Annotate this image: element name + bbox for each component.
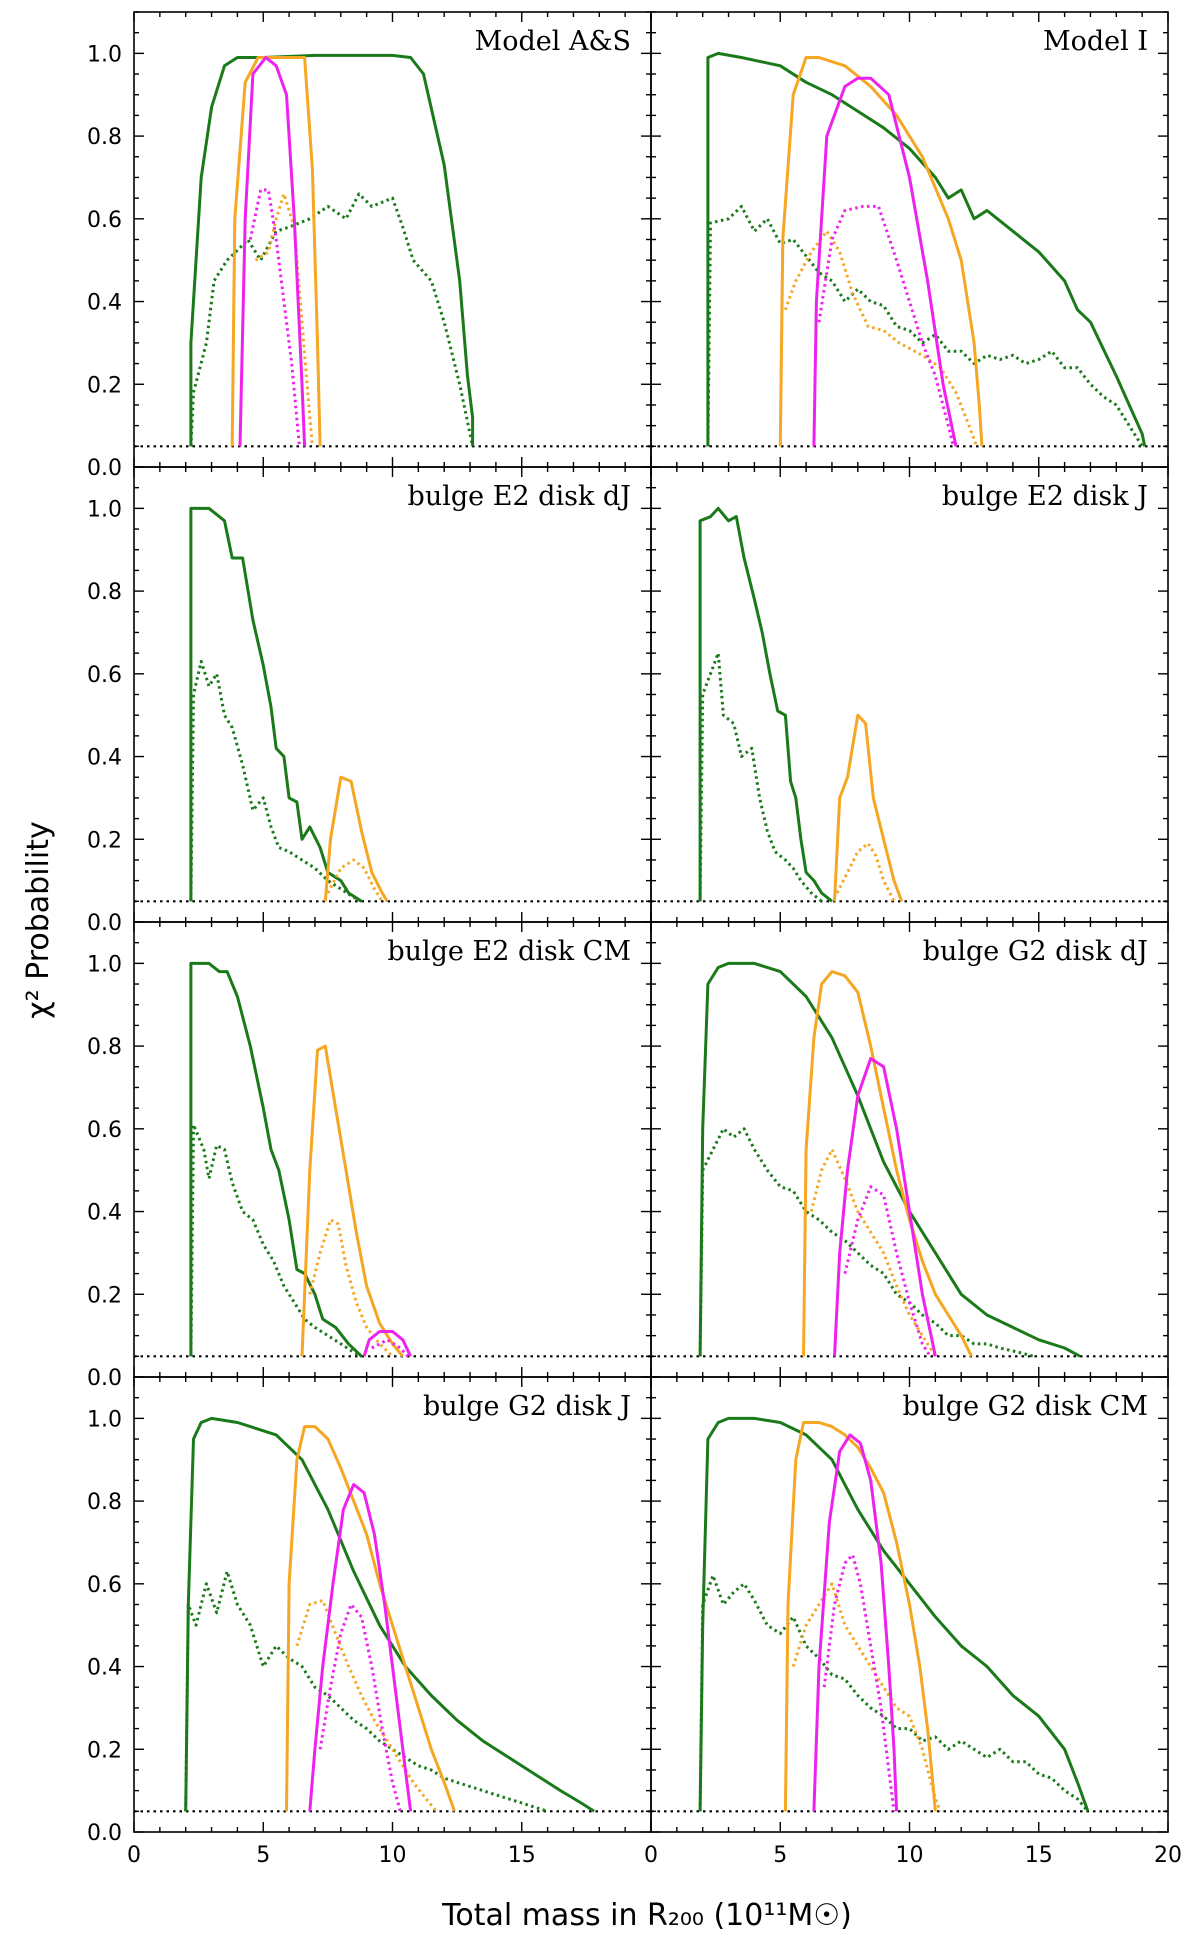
x-tick-label: 15 bbox=[508, 1843, 536, 1868]
x-axis-label: Total mass in R₂₀₀ (10¹¹M☉) bbox=[441, 1898, 852, 1933]
series-green-dotted bbox=[184, 1569, 549, 1813]
y-tick-label: 0.0 bbox=[87, 1821, 122, 1846]
panel-4: bulge E2 disk J bbox=[650, 466, 1169, 923]
series-magenta-dotted bbox=[817, 204, 955, 447]
panel-frame bbox=[133, 466, 652, 923]
series-green-dotted bbox=[189, 192, 475, 447]
series-magenta-dotted bbox=[371, 1338, 410, 1358]
panel-5: 0.0 0.2 0.4 0.6 0.8 1.0 bulge E2 disk CM bbox=[87, 921, 652, 1391]
x-tick-label: 0 bbox=[644, 1843, 658, 1868]
panel-title: bulge G2 disk J bbox=[423, 1391, 631, 1422]
series-orange-solid bbox=[802, 970, 973, 1357]
y-tick-label: 0.8 bbox=[87, 1490, 122, 1515]
panel-frame bbox=[650, 11, 1169, 468]
series-orange-solid bbox=[778, 56, 984, 447]
y-tick-label: 0.6 bbox=[87, 208, 122, 233]
y-tick-label: 0.0 bbox=[87, 911, 122, 936]
series-orange-dotted bbox=[791, 1582, 942, 1812]
y-tick-label: 0.6 bbox=[87, 1573, 122, 1598]
series-green-solid bbox=[184, 1416, 595, 1813]
series-magenta-solid bbox=[362, 1330, 412, 1357]
series-green-solid bbox=[698, 506, 833, 903]
series-magenta-solid bbox=[812, 76, 958, 447]
y-tick-label: 0.0 bbox=[87, 456, 122, 481]
series-magenta-solid bbox=[833, 1057, 937, 1357]
x-tick-label: 0 bbox=[127, 1843, 141, 1868]
y-tick-label: 0.2 bbox=[87, 1283, 122, 1308]
y-tick-label: 0.8 bbox=[87, 1035, 122, 1060]
y-tick-label: 0.8 bbox=[87, 580, 122, 605]
x-tick-label: 20 bbox=[1154, 1843, 1182, 1868]
series-green-solid bbox=[189, 961, 363, 1358]
series-green-dotted bbox=[698, 651, 823, 903]
series-green-solid bbox=[698, 1416, 1090, 1812]
series-orange-dotted bbox=[295, 1598, 438, 1813]
y-tick-label: 1.0 bbox=[87, 42, 122, 67]
x-tick-label: 10 bbox=[379, 1843, 407, 1868]
series-orange-dotted bbox=[809, 1148, 937, 1358]
series-magenta-solid bbox=[812, 1433, 899, 1812]
series-green-solid bbox=[698, 961, 1081, 1358]
y-tick-label: 0.4 bbox=[87, 746, 122, 771]
series-orange-solid bbox=[783, 1421, 937, 1812]
series-magenta-dotted bbox=[822, 1553, 896, 1812]
panel-frame bbox=[650, 466, 1169, 923]
y-tick-label: 0.6 bbox=[87, 1118, 122, 1143]
panel-frame bbox=[133, 921, 652, 1378]
panel-title: Model I bbox=[1043, 26, 1148, 57]
y-tick-label: 0.6 bbox=[87, 663, 122, 688]
y-tick-label: 0.4 bbox=[87, 291, 122, 316]
panel-8: 0 5 10 15 20 bulge G2 disk CM bbox=[644, 1376, 1182, 1868]
panel-title: bulge E2 disk CM bbox=[387, 936, 631, 967]
y-tick-label: 0.2 bbox=[87, 373, 122, 398]
panel-3: 0.0 0.2 0.4 0.6 0.8 1.0 bulge E2 disk dJ bbox=[87, 466, 652, 936]
series-magenta-dotted bbox=[843, 1185, 932, 1358]
y-tick-label: 1.0 bbox=[87, 497, 122, 522]
x-tick-label: 15 bbox=[1025, 1843, 1053, 1868]
x-tick-label: 10 bbox=[896, 1843, 924, 1868]
panel-grid: 0.0 0.2 0.4 0.6 0.8 1.0 Model A&S Model I 0.0 0.2… bbox=[87, 11, 1182, 1868]
panel-title: bulge G2 disk CM bbox=[902, 1391, 1148, 1422]
series-orange-solid bbox=[300, 1044, 404, 1358]
series-magenta-solid bbox=[238, 56, 307, 447]
panel-title: bulge E2 disk dJ bbox=[408, 481, 631, 512]
series-green-dotted bbox=[189, 659, 363, 903]
y-tick-label: 0.0 bbox=[87, 1366, 122, 1391]
series-orange-solid bbox=[323, 775, 389, 903]
series-magenta-dotted bbox=[248, 188, 301, 447]
series-green-solid bbox=[189, 506, 363, 903]
y-tick-label: 0.4 bbox=[87, 1201, 122, 1226]
panel-title: bulge E2 disk J bbox=[942, 481, 1148, 512]
x-tick-label: 5 bbox=[773, 1843, 787, 1868]
panel-frame bbox=[650, 921, 1169, 1378]
series-green-dotted bbox=[706, 204, 1144, 448]
series-orange-dotted bbox=[308, 1218, 394, 1358]
panel-title: Model A&S bbox=[475, 26, 631, 57]
series-orange-solid bbox=[230, 56, 322, 447]
y-axis-label: χ² Probability bbox=[21, 821, 56, 1018]
panel-title: bulge G2 disk dJ bbox=[923, 936, 1148, 967]
series-orange-solid bbox=[833, 713, 904, 902]
series-green-dotted bbox=[698, 1127, 1034, 1358]
series-green-solid bbox=[706, 51, 1147, 447]
series-magenta-solid bbox=[308, 1483, 413, 1812]
series-orange-dotted bbox=[326, 858, 384, 903]
series-orange-solid bbox=[285, 1425, 456, 1812]
x-tick-label: 5 bbox=[256, 1843, 270, 1868]
y-tick-label: 1.0 bbox=[87, 952, 122, 977]
y-tick-label: 0.2 bbox=[87, 828, 122, 853]
series-green-solid bbox=[189, 53, 475, 447]
panel-2: Model I bbox=[650, 11, 1169, 468]
y-tick-label: 1.0 bbox=[87, 1407, 122, 1432]
series-orange-dotted bbox=[783, 229, 979, 447]
y-tick-label: 0.8 bbox=[87, 125, 122, 150]
y-tick-label: 0.4 bbox=[87, 1656, 122, 1681]
y-tick-label: 0.2 bbox=[87, 1738, 122, 1763]
panel-6: bulge G2 disk dJ bbox=[650, 921, 1169, 1378]
panel-frame bbox=[133, 11, 652, 468]
panel-1: 0.0 0.2 0.4 0.6 0.8 1.0 Model A&S bbox=[87, 11, 652, 481]
panel-frame bbox=[133, 1376, 652, 1833]
panel-7: 0.0 0.2 0.4 0.6 0.8 1.0 0 5 10 15 bulge G2 disk J bbox=[87, 1376, 652, 1868]
